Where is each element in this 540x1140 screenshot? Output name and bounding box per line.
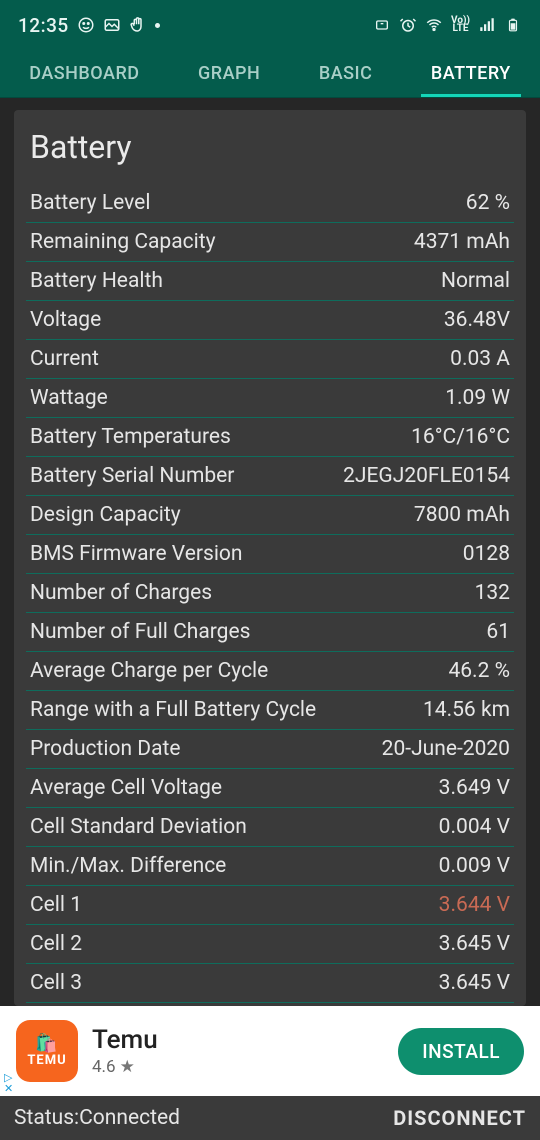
battery-icon: [504, 16, 522, 34]
row-label: Battery Temperatures: [30, 425, 231, 449]
install-button[interactable]: INSTALL: [398, 1028, 524, 1075]
row-value: 0.009 V: [439, 854, 510, 878]
clock-text: 12:35: [18, 14, 69, 37]
row-label: Cell 2: [30, 932, 82, 956]
row-value: 3.644 V: [439, 893, 510, 917]
row-value: 0128: [463, 542, 510, 566]
tab-battery[interactable]: BATTERY: [421, 51, 521, 96]
bottom-bar: Status:Connected DISCONNECT: [0, 1096, 540, 1140]
notification-dot-icon: [155, 23, 160, 28]
row-value: 14.56 km: [423, 698, 510, 722]
row-value: 46.2 %: [448, 659, 510, 683]
data-row: BMS Firmware Version 0128: [26, 535, 514, 574]
data-row: Number of Charges 132: [26, 574, 514, 613]
signal-icon: [478, 16, 496, 34]
row-value: Normal: [441, 269, 510, 293]
data-row: Battery Temperatures 16°C/16°C: [26, 418, 514, 457]
data-row: Battery Health Normal: [26, 262, 514, 301]
connection-status: Status:Connected: [14, 1106, 180, 1130]
data-row: Range with a Full Battery Cycle 14.56 km: [26, 691, 514, 730]
row-value: 62 %: [466, 191, 510, 215]
row-label: Average Cell Voltage: [30, 776, 222, 800]
data-row: Min./Max. Difference 0.009 V: [26, 847, 514, 886]
tab-graph[interactable]: GRAPH: [188, 51, 270, 96]
image-icon: [103, 16, 121, 34]
row-value: 3.645 V: [439, 932, 510, 956]
row-value: 36.48V: [444, 308, 510, 332]
row-value: 3.645 V: [439, 971, 510, 995]
ad-app-icon: 🛍️ TEMU: [16, 1020, 78, 1082]
status-left: 12:35: [18, 14, 160, 37]
row-label: Cell 3: [30, 971, 82, 995]
data-row: Number of Full Charges 61: [26, 613, 514, 652]
row-label: Cell Standard Deviation: [30, 815, 247, 839]
disconnect-button[interactable]: DISCONNECT: [393, 1106, 526, 1130]
content-area: Battery Battery Level 62 % Remaining Capac…: [0, 98, 540, 1006]
data-row: Production Date 20-June-2020: [26, 730, 514, 769]
face-icon: [77, 16, 95, 34]
data-row: Design Capacity 7800 mAh: [26, 496, 514, 535]
battery-card: Battery Battery Level 62 % Remaining Capac…: [14, 110, 526, 1006]
data-row: Average Charge per Cycle 46.2 %: [26, 652, 514, 691]
row-label: Production Date: [30, 737, 181, 761]
ad-rating: 4.6 ★: [92, 1057, 398, 1077]
row-label: Wattage: [30, 386, 108, 410]
row-label: Cell 1: [30, 893, 82, 917]
row-label: Voltage: [30, 308, 101, 332]
row-value: 132: [475, 581, 510, 605]
row-value: 61: [486, 620, 510, 644]
ad-banner[interactable]: 🛍️ TEMU Temu 4.6 ★ INSTALL ▷ ✕: [0, 1006, 540, 1096]
data-row: Remaining Capacity 4371 mAh: [26, 223, 514, 262]
data-row: Cell 3 3.645 V: [26, 964, 514, 1003]
row-label: Battery Serial Number: [30, 464, 234, 488]
row-value: 16°C/16°C: [411, 425, 510, 449]
ad-meta[interactable]: ▷ ✕: [4, 1072, 13, 1094]
row-label: BMS Firmware Version: [30, 542, 243, 566]
data-row: Wattage 1.09 W: [26, 379, 514, 418]
data-row: Cell Standard Deviation 0.004 V: [26, 808, 514, 847]
row-label: Battery Level: [30, 191, 150, 215]
hand-icon: [129, 16, 147, 34]
data-row: Battery Level 62 %: [26, 184, 514, 223]
row-label: Min./Max. Difference: [30, 854, 226, 878]
data-row: Cell 1 3.644 V: [26, 886, 514, 925]
row-value: 1.09 W: [445, 386, 510, 410]
row-label: Remaining Capacity: [30, 230, 216, 254]
row-label: Number of Charges: [30, 581, 212, 605]
row-label: Average Charge per Cycle: [30, 659, 268, 683]
row-value: 0.03 A: [450, 347, 510, 371]
volte-icon: Vo)) LTE: [451, 17, 470, 33]
ad-close-icon[interactable]: ✕: [4, 1083, 13, 1094]
tab-bar: DASHBOARD GRAPH BASIC BATTERY: [0, 50, 540, 98]
row-label: Design Capacity: [30, 503, 181, 527]
row-value: 2JEGJ20FLE0154: [343, 464, 510, 488]
row-label: Number of Full Charges: [30, 620, 250, 644]
data-row: Voltage 36.48V: [26, 301, 514, 340]
row-label: Battery Health: [30, 269, 163, 293]
row-value: 4371 mAh: [414, 230, 510, 254]
alarm-icon: [399, 16, 417, 34]
row-label: Range with a Full Battery Cycle: [30, 698, 316, 722]
ad-text: Temu 4.6 ★: [92, 1025, 398, 1077]
battery-rows: Battery Level 62 % Remaining Capacity 4371 …: [26, 184, 514, 1003]
tab-basic[interactable]: BASIC: [309, 51, 383, 96]
android-status-bar: 12:35 Vo)) LTE: [0, 0, 540, 50]
row-value: 0.004 V: [439, 815, 510, 839]
row-value: 7800 mAh: [414, 503, 510, 527]
ad-title: Temu: [92, 1025, 398, 1055]
star-icon: ★: [120, 1057, 135, 1077]
card-title: Battery: [30, 128, 510, 166]
row-label: Current: [30, 347, 99, 371]
data-row: Cell 2 3.645 V: [26, 925, 514, 964]
wifi-icon: [425, 16, 443, 34]
status-right: Vo)) LTE: [373, 16, 522, 34]
row-value: 20-June-2020: [382, 737, 510, 761]
data-row: Average Cell Voltage 3.649 V: [26, 769, 514, 808]
data-row: Current 0.03 A: [26, 340, 514, 379]
row-value: 3.649 V: [439, 776, 510, 800]
card-icon: [373, 16, 391, 34]
tab-dashboard[interactable]: DASHBOARD: [19, 51, 149, 96]
data-row: Battery Serial Number 2JEGJ20FLE0154: [26, 457, 514, 496]
